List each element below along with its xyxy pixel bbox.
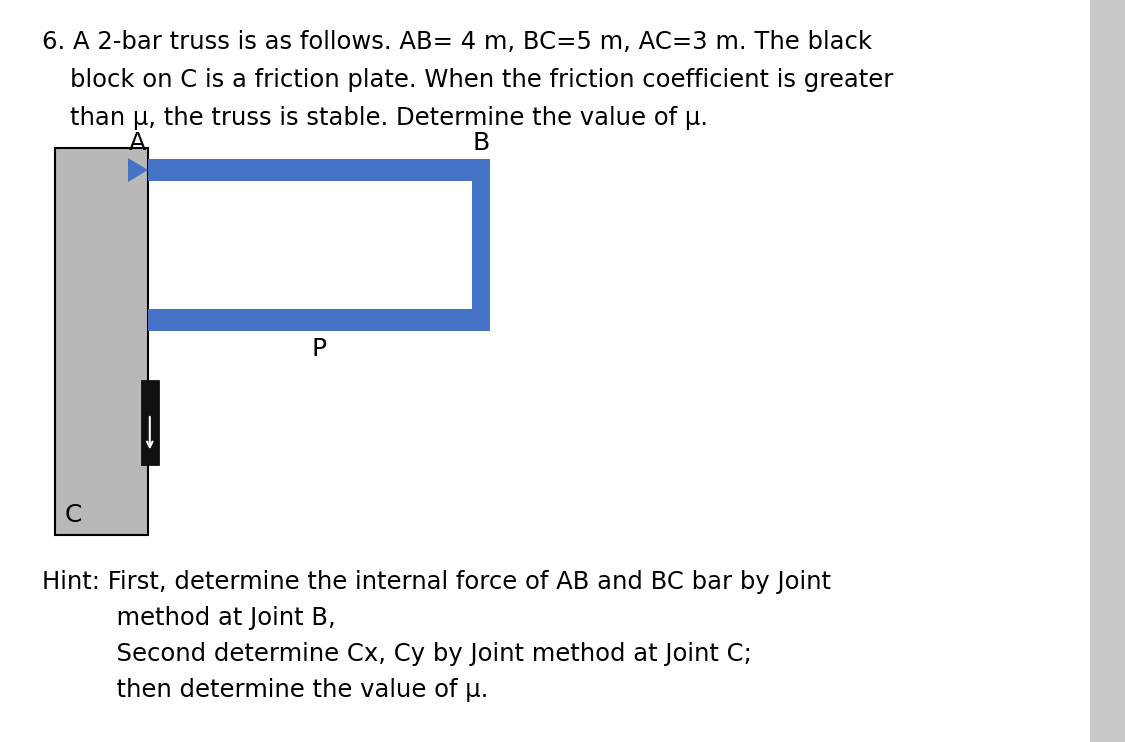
Text: than μ, the truss is stable. Determine the value of μ.: than μ, the truss is stable. Determine t…	[70, 106, 708, 130]
Text: then determine the value of μ.: then determine the value of μ.	[70, 678, 488, 702]
Bar	[55, 148, 148, 535]
Text: block on C is a friction plate. When the friction coefficient is greater: block on C is a friction plate. When the…	[70, 68, 893, 92]
Text: Hint: First, determine the internal force of AB and BC bar by Joint: Hint: First, determine the internal forc…	[42, 570, 831, 594]
Text: B: B	[472, 131, 489, 155]
Bar	[1090, 0, 1125, 742]
Bar	[141, 380, 159, 465]
Text: C: C	[65, 503, 82, 527]
Text: Second determine Cx, Cy by Joint method at Joint C;: Second determine Cx, Cy by Joint method …	[70, 642, 752, 666]
Text: method at Joint B,: method at Joint B,	[70, 606, 335, 630]
Bar	[472, 159, 490, 331]
Text: 6. A 2-bar truss is as follows. AB= 4 m, BC=5 m, AC=3 m. The black: 6. A 2-bar truss is as follows. AB= 4 m,…	[42, 30, 872, 54]
Text: P: P	[312, 337, 326, 361]
Polygon shape	[128, 158, 148, 182]
Bar	[148, 159, 490, 181]
Text: A: A	[129, 131, 146, 155]
Bar	[148, 309, 490, 331]
